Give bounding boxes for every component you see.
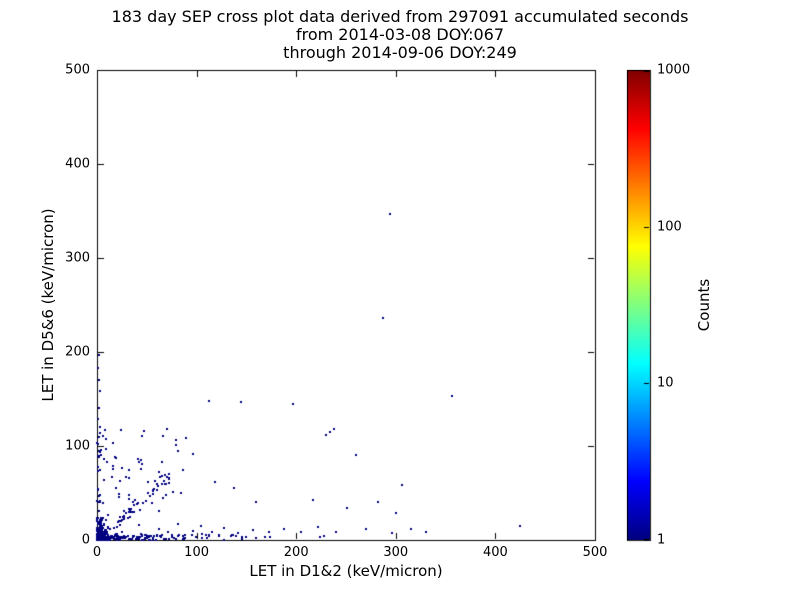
- x-tick-label: 400: [482, 545, 508, 560]
- y-tick-label: 400: [65, 156, 90, 172]
- x-tick-label: 500: [582, 545, 608, 560]
- colorbar-tick-label: 10: [657, 375, 674, 391]
- chart-title: 183 day SEP cross plot data derived from…: [0, 8, 800, 62]
- y-tick-label: 100: [65, 438, 90, 454]
- y-tick-label: 200: [65, 344, 90, 360]
- x-tick-label: 200: [283, 545, 309, 560]
- colorbar-tick-label: 100: [657, 219, 682, 235]
- x-axis-label: LET in D1&2 (keV/micron): [249, 562, 443, 580]
- chart-title-line-1: 183 day SEP cross plot data derived from…: [111, 7, 689, 26]
- colorbar-tick-label: 1: [657, 532, 666, 548]
- colorbar-label: Counts: [695, 278, 713, 332]
- y-tick-label: 300: [65, 250, 90, 266]
- colorbar-tick-label: 1000: [657, 62, 691, 78]
- x-tick-label: 300: [383, 545, 409, 560]
- x-tick-label: 0: [92, 545, 102, 560]
- chart-title-line-3: through 2014-09-06 DOY:249: [283, 43, 517, 62]
- chart-title-line-2: from 2014-03-08 DOY:067: [295, 25, 504, 44]
- y-axis-label: LET in D5&6 (keV/micron): [39, 208, 57, 402]
- colorbar-gradient: [627, 70, 650, 540]
- y-tick-label: 500: [65, 62, 90, 78]
- y-tick-label: 0: [81, 532, 90, 548]
- x-tick-label: 100: [184, 545, 210, 560]
